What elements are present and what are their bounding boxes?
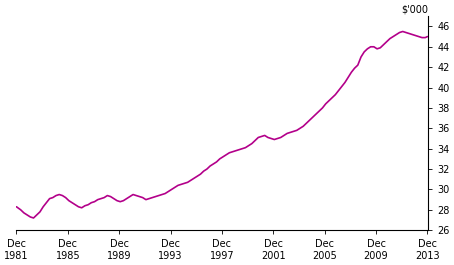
Text: $'000: $'000 <box>401 4 429 14</box>
